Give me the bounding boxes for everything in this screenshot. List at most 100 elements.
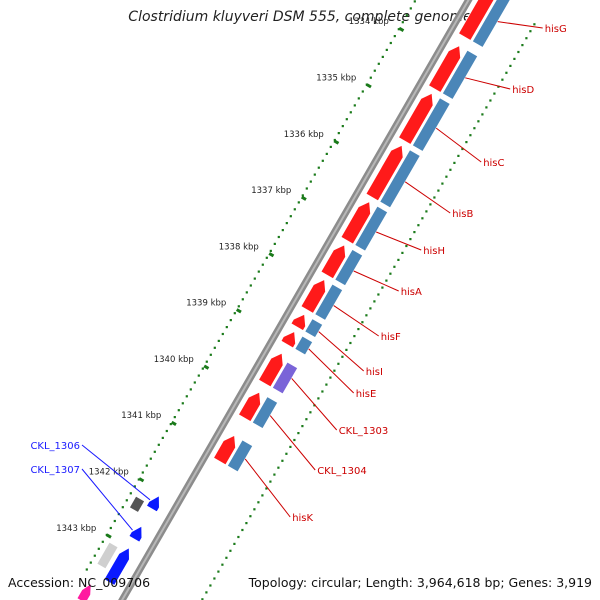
cds-bar-blue: [411, 97, 451, 153]
dotted-track-dot-outer: [237, 305, 240, 308]
dotted-track-dot-outer: [281, 229, 284, 232]
dotted-track-dot-outer: [165, 429, 168, 433]
dotted-track-dot-inner: [365, 314, 368, 317]
dotted-track-dot-outer: [221, 332, 224, 336]
gene-callouts: hisG hisD hisC hisB hisH hisA hisF hisI hisE CKL_…: [30, 21, 567, 531]
dotted-track-dot-outer: [377, 62, 380, 65]
dotted-track-dot-inner: [349, 341, 352, 345]
dotted-track-dot-outer: [193, 381, 196, 384]
dotted-track-dot-inner: [205, 591, 208, 594]
dotted-track-dot-outer: [413, 0, 416, 3]
gc-dotted-track: [85, 0, 536, 600]
dotted-track-dot-outer: [241, 298, 244, 301]
dotted-track-dot-outer: [129, 492, 132, 495]
dotted-track-dot-outer: [213, 346, 216, 349]
gene-label-hisg: hisG: [545, 24, 567, 35]
scale-ticks: 1334 kbp 1335 kbp 1336 kbp 1337 kbp 1338 kbp…: [56, 17, 405, 539]
dotted-track-dot-inner: [517, 50, 520, 54]
dotted-track-dot-outer: [245, 291, 248, 294]
callout-line-red: [435, 127, 482, 163]
gene-arrow-red: [457, 0, 495, 42]
callout-line-red: [244, 458, 291, 518]
dotted-track-dot-outer: [317, 166, 320, 169]
dotted-track-dot-inner: [269, 480, 272, 483]
dotted-track-dot-outer: [125, 499, 128, 502]
dotted-track-dot-outer: [201, 367, 204, 370]
gene-label-hisf: hisF: [381, 332, 401, 343]
gene-bar-purple: [271, 361, 299, 395]
dotted-track-dot-outer: [145, 464, 148, 467]
dotted-track-dot-outer: [277, 235, 280, 239]
dotted-track-dot-inner: [401, 251, 404, 254]
dotted-track-dot-outer: [297, 201, 300, 204]
dotted-track-dot-outer: [405, 14, 408, 17]
dotted-track-dot-outer: [409, 7, 412, 10]
dotted-track-dot-inner: [505, 71, 508, 74]
cds-bar-blue: [379, 149, 421, 209]
gene-bar-gray: [128, 495, 146, 514]
dotted-track-dot-inner: [377, 293, 380, 296]
scale-tick-label: 1336 kbp: [284, 130, 324, 140]
dotted-track-dot-inner: [381, 286, 384, 289]
dotted-track-dot-outer: [341, 125, 344, 128]
callout-line-red: [333, 305, 379, 337]
dotted-track-dot-outer: [169, 423, 172, 426]
dotted-track-dot-outer: [265, 256, 268, 259]
scale-tick-mark: [268, 252, 275, 258]
dotted-track-dot-outer: [369, 76, 372, 79]
dotted-track-dot-outer: [261, 263, 264, 266]
genome-backbone: [118, 0, 473, 600]
dotted-track-dot-outer: [89, 561, 92, 564]
dotted-track-dot-outer: [269, 249, 272, 252]
dotted-track-dot-inner: [217, 570, 220, 573]
dotted-track-dot-inner: [309, 411, 312, 414]
dotted-track-dot-inner: [417, 224, 420, 227]
gene-arrow-red: [427, 45, 462, 94]
dotted-track-dot-inner: [337, 362, 340, 365]
map-title: Clostridium kluyveri DSM 555, complete g…: [128, 9, 472, 25]
callout-line-red: [291, 378, 338, 431]
gene-arrow-red: [300, 278, 327, 314]
dotted-track-dot-inner: [209, 584, 212, 587]
dotted-track-dot-inner: [493, 92, 496, 95]
dotted-track-dot-outer: [233, 312, 236, 315]
dotted-track-dot-outer: [189, 388, 192, 391]
dotted-track-dot-inner: [405, 244, 408, 248]
dotted-track-dot-inner: [509, 64, 512, 67]
gene-arrow-red: [290, 313, 307, 332]
dotted-track-dot-outer: [373, 69, 376, 72]
gene-arrow-magenta: [76, 582, 92, 600]
dotted-track-dot-inner: [373, 300, 376, 303]
dotted-track-dot-inner: [285, 452, 288, 455]
callout-line-red: [497, 21, 543, 29]
dotted-track-dot-outer: [353, 104, 356, 107]
dotted-track-dot-inner: [225, 556, 228, 559]
dotted-track-dot-inner: [521, 44, 524, 47]
callout-line-red: [353, 270, 399, 292]
dotted-track-dot-inner: [429, 203, 432, 206]
cds-bar-blue: [334, 248, 364, 287]
accession-text: Accession: NC_009706: [8, 575, 151, 590]
cds-bar-blue: [354, 205, 389, 252]
gene-arrow-blue: [103, 547, 130, 586]
dotted-track-dot-outer: [285, 222, 288, 225]
dotted-track-dot-outer: [305, 187, 308, 190]
dotted-track-dot-outer: [113, 519, 116, 523]
dotted-track-dot-inner: [445, 175, 448, 178]
gene-label-hisb: hisB: [452, 209, 473, 220]
dotted-track-dot-outer: [273, 242, 276, 245]
dotted-track-dot-inner: [409, 238, 412, 241]
scale-tick-label: 1339 kbp: [186, 299, 226, 309]
gene-label-hisa: hisA: [401, 287, 422, 298]
dotted-track-dot-outer: [149, 457, 152, 460]
dotted-track-dot-inner: [481, 113, 484, 116]
cds-bar-blue: [314, 283, 344, 321]
dotted-track-dot-inner: [449, 168, 452, 171]
gene-label-ckl-1304: CKL_1304: [317, 466, 367, 477]
dotted-track-dot-outer: [289, 215, 292, 218]
cds-bar-blue: [441, 49, 479, 101]
gene-bar-lightgray: [96, 541, 119, 570]
dotted-track-dot-outer: [393, 35, 396, 38]
dotted-track-dot-inner: [413, 231, 416, 234]
dotted-track-dot-outer: [361, 90, 364, 93]
